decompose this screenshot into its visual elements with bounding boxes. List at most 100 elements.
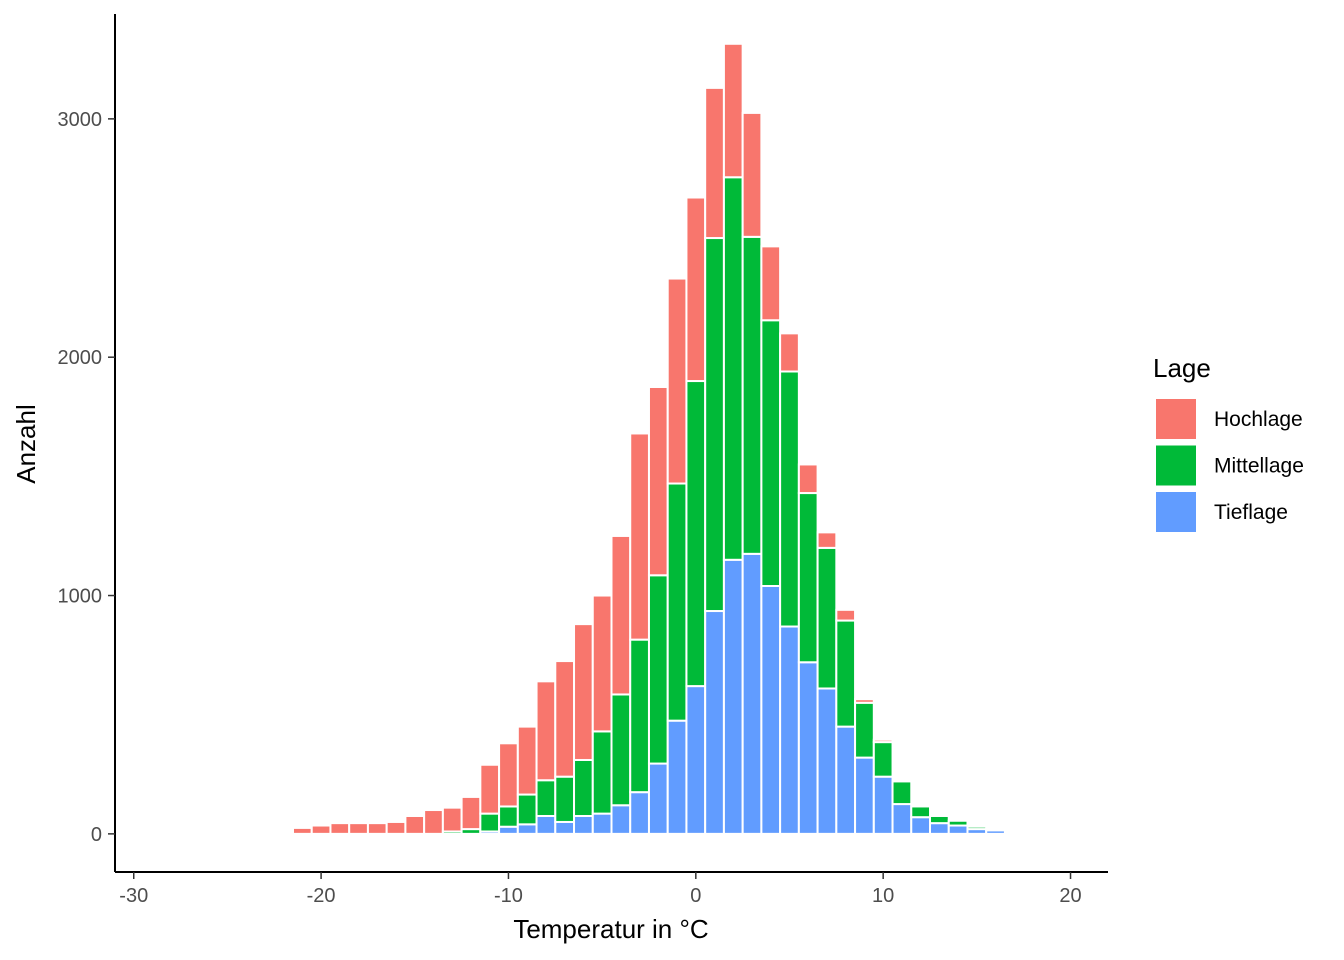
bar-mittellage-38 [985, 828, 1006, 832]
bar-tieflage-36 [947, 824, 969, 835]
bar-mittellage-23 [704, 237, 725, 613]
bar-hochlage-13 [516, 725, 538, 796]
legend-label-mittellage: Mittellage [1214, 455, 1304, 478]
y-tick-label: 0 [91, 824, 102, 846]
bar-hochlage-23 [704, 86, 725, 240]
bar-mittellage-11 [479, 812, 501, 833]
bar-mittellage-34 [910, 805, 932, 819]
bar-mittellage-33 [891, 780, 913, 806]
bar-hochlage-24 [722, 42, 744, 179]
bar-mittellage-19 [629, 638, 650, 794]
bar-mittellage-28 [797, 492, 819, 664]
bar-tieflage-28 [797, 661, 819, 835]
bar-tieflage-21 [666, 719, 688, 835]
bar-hochlage-17 [591, 594, 613, 733]
bar-hochlage-9 [441, 806, 463, 833]
bar-hochlage-7 [404, 814, 426, 835]
bar-tieflage-15 [554, 820, 576, 835]
bar-hochlage-12 [498, 742, 519, 808]
bar-hochlage-25 [741, 111, 763, 238]
bar-mittellage-24 [722, 176, 744, 561]
legend-title: Lage [1153, 353, 1211, 383]
bar-hochlage-16 [573, 623, 594, 761]
bar-hochlage-14 [535, 680, 557, 782]
x-tick-label: -20 [307, 885, 336, 907]
bar-tieflage-20 [647, 762, 669, 835]
x-tick-label: -10 [494, 885, 523, 907]
bar-mittellage-12 [498, 805, 519, 828]
bar-mittellage-31 [854, 701, 875, 759]
bar-mittellage-37 [966, 825, 988, 831]
bar-tieflage-23 [704, 610, 725, 835]
bar-hochlage-6 [385, 820, 407, 835]
bar-mittellage-18 [610, 693, 632, 807]
legend-key-mittellage [1156, 445, 1196, 486]
bar-tieflage-14 [535, 814, 557, 835]
bar-mittellage-17 [591, 730, 613, 815]
bar-mittellage-26 [760, 319, 782, 587]
legend-label-hochlage: Hochlage [1214, 408, 1303, 431]
bar-mittellage-14 [535, 779, 557, 817]
bar-hochlage-15 [554, 660, 576, 778]
bar-mittellage-20 [647, 574, 669, 765]
bar-tieflage-39 [1003, 831, 1025, 835]
bar-mittellage-21 [666, 482, 688, 722]
bar-tieflage-30 [835, 725, 857, 835]
bar-mittellage-22 [685, 380, 707, 688]
bar-mittellage-16 [573, 758, 594, 817]
bar-hochlage-31 [854, 698, 875, 704]
x-tick-label: 0 [690, 885, 701, 907]
bar-tieflage-17 [591, 812, 613, 835]
x-axis-title: Temperatur in °C [513, 914, 708, 944]
bar-hochlage-1 [291, 826, 313, 835]
bar-mittellage-35 [929, 814, 950, 825]
bar-hochlage-30 [835, 608, 857, 622]
bar-mittellage-29 [816, 546, 838, 690]
bar-hochlage-5 [366, 822, 388, 835]
legend: Lage Hochlage Mittellage Tieflage [1153, 353, 1304, 532]
bar-hochlage-8 [423, 809, 444, 835]
legend-key-hochlage [1156, 399, 1196, 439]
bar-hochlage-20 [647, 385, 669, 577]
bar-tieflage-18 [610, 804, 632, 835]
bar-hochlage-4 [348, 822, 369, 835]
x-tick-label: 10 [872, 885, 894, 907]
bar-tieflage-35 [929, 822, 950, 835]
bar-tieflage-29 [816, 687, 838, 835]
bar-tieflage-12 [498, 825, 519, 835]
bar-hochlage-10 [460, 795, 482, 831]
bar-hochlage-0 [273, 831, 294, 835]
y-tick-label: 3000 [58, 109, 103, 131]
bar-tieflage-33 [891, 803, 913, 835]
bar-hochlage-22 [685, 196, 707, 383]
bar-mittellage-13 [516, 793, 538, 826]
bar-hochlage-21 [666, 277, 688, 485]
y-tick-label: 1000 [58, 586, 103, 608]
bar-tieflage-16 [573, 814, 594, 835]
bar-mittellage-27 [779, 370, 800, 628]
bar-tieflage-27 [779, 625, 800, 835]
axes-group: -30 -20 -10 0 10 20 0 1000 2000 3000 [58, 14, 1108, 907]
bar-hochlage-19 [629, 432, 650, 641]
bar-hochlage-11 [479, 763, 501, 815]
y-axis-title: Anzahl [11, 404, 41, 484]
x-tick-label: 20 [1059, 885, 1081, 907]
legend-key-tieflage [1156, 492, 1196, 532]
legend-label-tieflage: Tieflage [1214, 501, 1288, 524]
bar-mittellage-25 [741, 235, 763, 555]
bar-hochlage-18 [610, 534, 632, 696]
bar-mittellage-32 [872, 741, 894, 778]
bars-group [273, 42, 1025, 835]
bar-tieflage-32 [872, 775, 894, 835]
bar-tieflage-25 [741, 552, 763, 835]
bar-mittellage-30 [835, 619, 857, 728]
bar-hochlage-3 [329, 822, 351, 835]
bar-tieflage-22 [685, 685, 707, 835]
bar-mittellage-15 [554, 775, 576, 823]
bar-tieflage-31 [854, 756, 875, 835]
bar-tieflage-19 [629, 791, 650, 835]
y-tick-label: 2000 [58, 347, 103, 369]
bar-tieflage-24 [722, 558, 744, 835]
